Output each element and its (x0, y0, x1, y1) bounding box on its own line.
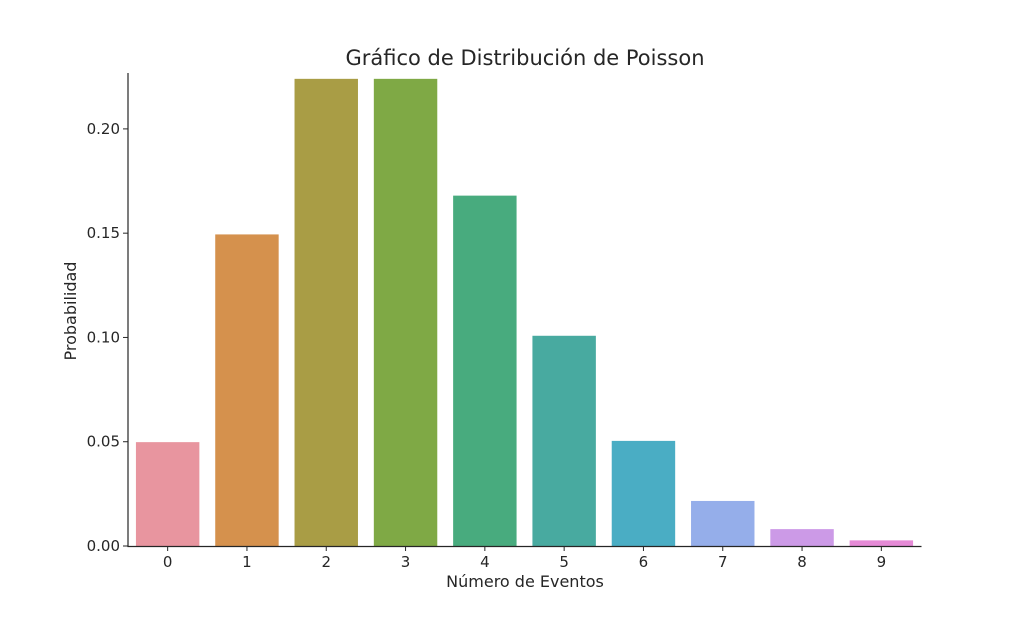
y-tick-label: 0.20 (87, 120, 120, 138)
x-tick-label: 8 (797, 553, 807, 571)
x-tick-label: 4 (480, 553, 490, 571)
x-axis-ticks: 0 1 2 3 4 5 6 7 8 9 (163, 546, 886, 571)
y-axis-ticks: 0.00 0.05 0.10 0.15 0.20 (87, 120, 128, 555)
y-tick-label: 0.05 (87, 433, 120, 451)
bars-group (135, 78, 914, 547)
x-tick-label: 3 (401, 553, 411, 571)
bar-9 (849, 540, 914, 546)
bar-2 (294, 78, 358, 546)
bar-0 (135, 442, 200, 546)
y-axis-label: Probabilidad (61, 262, 80, 361)
x-tick-label: 2 (321, 553, 331, 571)
x-axis-label: Número de Eventos (446, 572, 604, 591)
bar-1 (215, 234, 279, 547)
x-tick-label: 7 (718, 553, 728, 571)
bar-4 (453, 195, 517, 546)
bar-6 (611, 440, 676, 546)
bar-3 (373, 78, 438, 546)
y-tick-label: 0.15 (87, 224, 120, 242)
bar-5 (532, 335, 596, 546)
bar-7 (691, 500, 755, 546)
chart-title: Gráfico de Distribución de Poisson (345, 46, 704, 70)
y-tick-label: 0.00 (87, 537, 120, 555)
x-tick-label: 6 (639, 553, 649, 571)
x-tick-label: 0 (163, 553, 173, 571)
bar-8 (770, 529, 834, 546)
x-tick-label: 5 (559, 553, 569, 571)
y-tick-label: 0.10 (87, 328, 120, 346)
x-tick-label: 1 (242, 553, 252, 571)
x-tick-label: 9 (877, 553, 887, 571)
